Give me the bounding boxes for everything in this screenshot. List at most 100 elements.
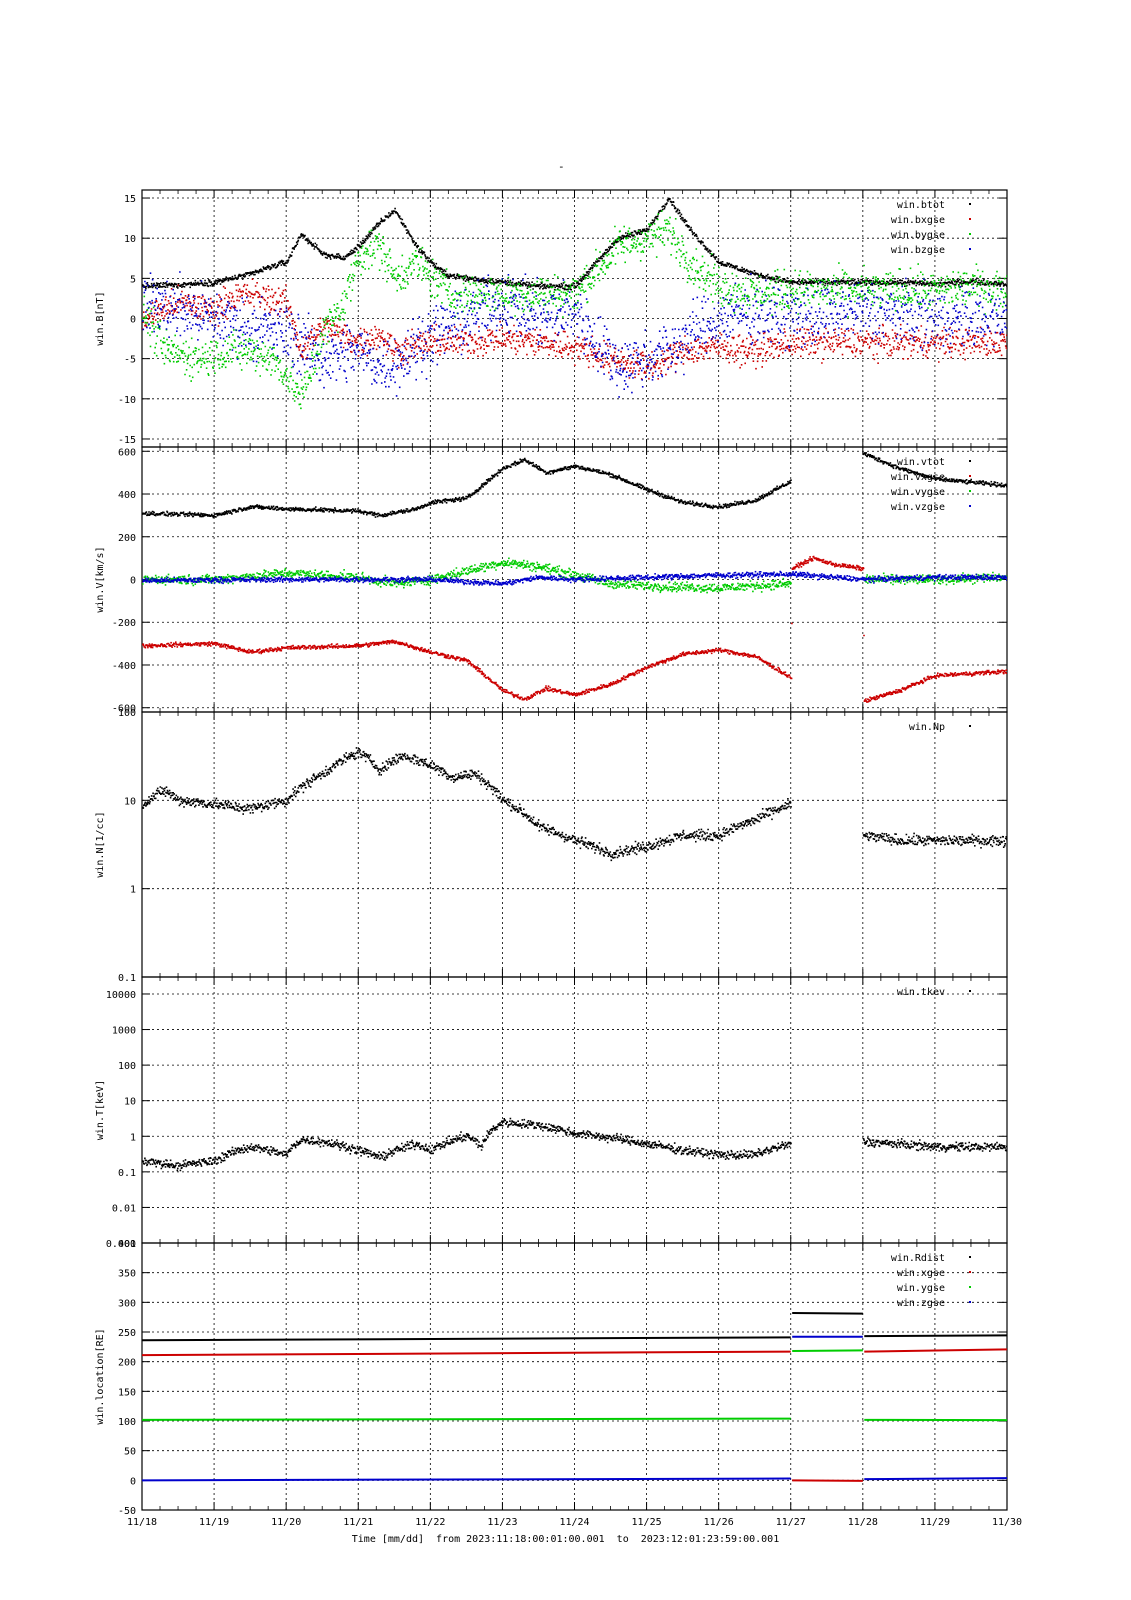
y-tick-label: 200: [118, 1358, 136, 1369]
series-line: [864, 1418, 1007, 1422]
y-axis-label: win.T[keV]: [95, 1080, 106, 1140]
legend-label: win.xgse: [897, 1268, 945, 1279]
x-axis-footer: Time [mm/dd] from 2023:11:18:00:01:00.00…: [351, 1534, 780, 1545]
y-axis-label: win.location[RE]: [95, 1328, 106, 1424]
y-tick-label: 100: [118, 708, 136, 719]
legend-marker: [969, 1256, 971, 1258]
x-tick-label: 11/28: [848, 1517, 878, 1528]
series-points: [142, 197, 1007, 291]
x-tick-label: 11/23: [487, 1517, 517, 1528]
y-tick-label: 0.1: [118, 1168, 136, 1179]
x-tick-label: 11/26: [704, 1517, 734, 1528]
y-tick-label: 1: [130, 885, 136, 896]
legend-marker: [969, 248, 971, 250]
series-win-bygse: [142, 210, 1007, 410]
y-tick-label: -400: [112, 661, 136, 672]
series-line: [142, 1350, 791, 1357]
y-tick-label: 0.001: [106, 1239, 136, 1250]
y-tick-label: 10: [124, 234, 136, 245]
series-points: [142, 210, 1007, 410]
legend-label: win.bzgse: [891, 245, 945, 256]
top-mark: -: [558, 160, 565, 173]
x-tick-label: 11/30: [992, 1517, 1022, 1528]
y-tick-label: 0.1: [118, 973, 136, 984]
y-tick-label: 400: [118, 1239, 136, 1250]
legend-label: win.tkev: [897, 987, 945, 998]
x-tick-label: 11/22: [415, 1517, 445, 1528]
y-axis-label: win.V[km/s]: [95, 546, 106, 612]
legend-marker: [969, 1271, 971, 1273]
series-win-xgse: [142, 1348, 1007, 1482]
y-tick-label: 5: [130, 274, 136, 285]
legend-label: win.Np: [909, 722, 945, 733]
legend-marker: [969, 218, 971, 220]
y-tick-label: 0: [130, 1476, 136, 1487]
legend-marker: [969, 1286, 971, 1288]
y-tick-label: 0: [130, 315, 136, 326]
legend-marker: [969, 725, 971, 727]
y-tick-label: 250: [118, 1328, 136, 1339]
y-tick-label: 200: [118, 533, 136, 544]
y-tick-label: 400: [118, 490, 136, 501]
y-axis-label: win.B[nT]: [95, 291, 106, 345]
legend-label: win.vzgse: [891, 502, 945, 513]
y-tick-label: -200: [112, 618, 136, 629]
series-points: [142, 271, 1007, 398]
legend-marker: [969, 990, 971, 992]
series-points: [142, 1117, 1007, 1172]
series-win-vtot: [142, 452, 1007, 519]
series-line: [864, 1334, 1007, 1338]
legend-label: win.bygse: [891, 230, 945, 241]
series-line: [792, 1312, 863, 1315]
series-win-bxgse: [142, 278, 1007, 380]
legend-marker: [969, 475, 971, 477]
legend-marker: [969, 505, 971, 507]
y-tick-label: -5: [124, 355, 136, 366]
legend-marker: [969, 1301, 971, 1303]
series-win-tkev: [142, 1117, 1007, 1172]
series-line: [792, 1349, 863, 1352]
y-axis-label: win.N[1/cc]: [95, 811, 106, 877]
series-win-vxgse: [142, 555, 1007, 703]
legend-marker: [969, 490, 971, 492]
y-tick-label: 100: [118, 1417, 136, 1428]
y-tick-label: 0: [130, 576, 136, 587]
legend-label: win.bxgse: [891, 215, 945, 226]
legend-marker: [969, 233, 971, 235]
y-tick-label: 10000: [106, 990, 136, 1001]
legend-label: win.vtot: [897, 457, 945, 468]
series-line: [142, 1477, 791, 1482]
y-tick-label: -50: [118, 1506, 136, 1517]
y-tick-label: 10: [124, 796, 136, 807]
legend-label: win.vygse: [891, 487, 945, 498]
y-tick-label: 350: [118, 1269, 136, 1280]
series-win-zgse: [142, 1335, 1007, 1482]
legend-marker: [969, 203, 971, 205]
series-win-bzgse: [142, 271, 1007, 398]
series-points: [142, 570, 1007, 586]
y-tick-label: 600: [118, 447, 136, 458]
y-tick-label: -10: [118, 395, 136, 406]
series-points: [142, 278, 1007, 380]
series-points: [142, 747, 1007, 862]
legend-label: win.Rdist: [891, 1253, 945, 1264]
y-tick-label: 10: [124, 1097, 136, 1108]
x-tick-label: 11/21: [343, 1517, 373, 1528]
x-tick-label: 11/24: [559, 1517, 589, 1528]
legend-label: win.zgse: [897, 1298, 945, 1309]
series-points: [142, 555, 1007, 703]
series-win-Np: [142, 747, 1007, 862]
legend-marker: [969, 460, 971, 462]
y-tick-label: 100: [118, 1061, 136, 1072]
y-tick-label: 15: [124, 194, 136, 205]
x-tick-label: 11/29: [920, 1517, 950, 1528]
series-line: [792, 1479, 863, 1482]
y-tick-label: 0.01: [112, 1203, 136, 1214]
y-tick-label: 300: [118, 1298, 136, 1309]
series-line: [142, 1417, 791, 1421]
x-tick-label: 11/20: [271, 1517, 301, 1528]
series-line: [142, 1336, 791, 1342]
legend-label: win.ygse: [897, 1283, 945, 1294]
